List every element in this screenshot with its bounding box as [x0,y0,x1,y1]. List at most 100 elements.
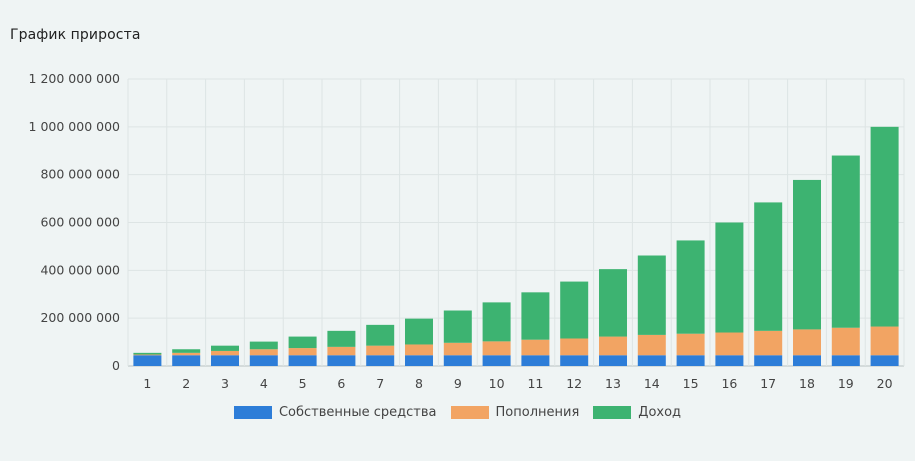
bar-deposits[interactable] [366,345,395,356]
legend-swatch [593,406,632,419]
bar-own-funds[interactable] [133,355,162,366]
x-tick-label: 5 [299,376,307,391]
y-axis-ticks: 0 200 000 000 400 000 000 600 000 000 800 00… [29,71,121,373]
bar-income[interactable] [172,349,201,353]
bar-income[interactable] [211,345,239,351]
x-tick-label: 6 [337,376,345,391]
x-tick-label: 13 [605,376,621,391]
bar-income[interactable] [405,318,433,345]
x-tick-label: 17 [760,376,776,391]
bar-own-funds[interactable] [715,355,744,366]
bar-income[interactable] [793,179,821,330]
legend-swatch [450,406,489,419]
x-tick-label: 7 [376,376,384,391]
x-tick-label: 15 [683,376,699,391]
bar-income[interactable] [327,330,356,347]
bar-own-funds[interactable] [637,355,666,366]
bar-income[interactable] [521,292,550,340]
y-tick-label: 1 000 000 000 [29,119,120,134]
bar-deposits[interactable] [870,326,899,356]
bar-income[interactable] [870,126,899,327]
x-tick-label: 9 [454,376,462,391]
bar-income[interactable] [560,281,589,339]
bar-deposits[interactable] [443,342,472,356]
bar-own-funds[interactable] [249,355,278,366]
bar-deposits[interactable] [599,336,627,356]
bar-own-funds[interactable] [521,355,550,366]
bar-income[interactable] [443,310,472,343]
bar-income[interactable] [288,336,317,349]
bar-deposits[interactable] [249,349,278,356]
bar-deposits[interactable] [172,352,201,356]
x-tick-label: 14 [644,376,660,391]
bar-own-funds[interactable] [443,355,472,366]
bar-own-funds[interactable] [211,355,239,366]
y-tick-label: 200 000 000 [40,310,120,325]
x-tick-label: 1 [143,376,151,391]
bar-deposits[interactable] [327,346,356,356]
bar-income[interactable] [715,222,744,333]
legend-swatch [233,406,272,419]
bar-own-funds[interactable] [831,355,860,366]
x-tick-label: 2 [182,376,190,391]
bar-own-funds[interactable] [870,355,899,366]
bar-deposits[interactable] [211,350,239,356]
bar-deposits[interactable] [560,338,589,356]
bars [133,126,899,366]
legend-label: Доход [638,405,682,420]
x-tick-label: 11 [527,376,543,391]
legend-item[interactable]: Доход [593,405,681,420]
bar-own-funds[interactable] [288,355,317,366]
bar-own-funds[interactable] [599,355,627,366]
bar-own-funds[interactable] [482,355,511,366]
bar-deposits[interactable] [793,329,821,356]
bar-income[interactable] [599,269,627,337]
x-tick-label: 19 [838,376,854,391]
bar-own-funds[interactable] [676,355,705,366]
y-tick-label: 400 000 000 [40,262,120,277]
x-tick-label: 4 [260,376,268,391]
bar-own-funds[interactable] [327,355,356,366]
bar-own-funds[interactable] [405,355,433,366]
bar-deposits[interactable] [715,332,744,356]
y-tick-label: 0 [112,358,120,373]
y-tick-label: 1 200 000 000 [29,71,120,86]
bar-income[interactable] [831,155,860,328]
legend-item[interactable]: Пополнения [450,405,579,420]
bar-income[interactable] [366,324,395,346]
legend: Собственные средства Пополнения Доход [0,405,915,420]
bar-deposits[interactable] [676,333,705,356]
bar-income[interactable] [482,302,511,342]
x-tick-label: 3 [221,376,229,391]
bar-deposits[interactable] [754,330,783,356]
bar-own-funds[interactable] [754,355,783,366]
x-tick-label: 16 [721,376,737,391]
bar-own-funds[interactable] [172,355,201,366]
legend-item[interactable]: Собственные средства [233,405,437,420]
x-tick-label: 10 [489,376,505,391]
bar-own-funds[interactable] [560,355,589,366]
bar-income[interactable] [754,202,783,331]
bar-deposits[interactable] [133,354,162,356]
chart-title: График прироста [10,27,141,43]
y-tick-label: 800 000 000 [40,167,120,182]
x-tick-label: 20 [877,376,893,391]
bar-deposits[interactable] [482,341,511,356]
bar-deposits[interactable] [405,344,433,356]
y-tick-label: 600 000 000 [40,215,120,230]
bar-income[interactable] [249,341,278,350]
x-axis-ticks: 1 2 3 4 5 6 7 8 9 10 11 12 13 14 15 16 17 18 19 20 [143,376,892,391]
legend-label: Собственные средства [278,405,437,420]
bar-own-funds[interactable] [793,355,821,366]
bar-deposits[interactable] [288,348,317,356]
bar-income[interactable] [133,352,162,355]
bar-own-funds[interactable] [366,355,395,366]
bar-deposits[interactable] [637,334,666,356]
bar-deposits[interactable] [831,327,860,356]
bar-income[interactable] [637,255,666,335]
bar-income[interactable] [676,240,705,334]
x-tick-label: 8 [415,376,423,391]
bar-deposits[interactable] [521,339,550,356]
